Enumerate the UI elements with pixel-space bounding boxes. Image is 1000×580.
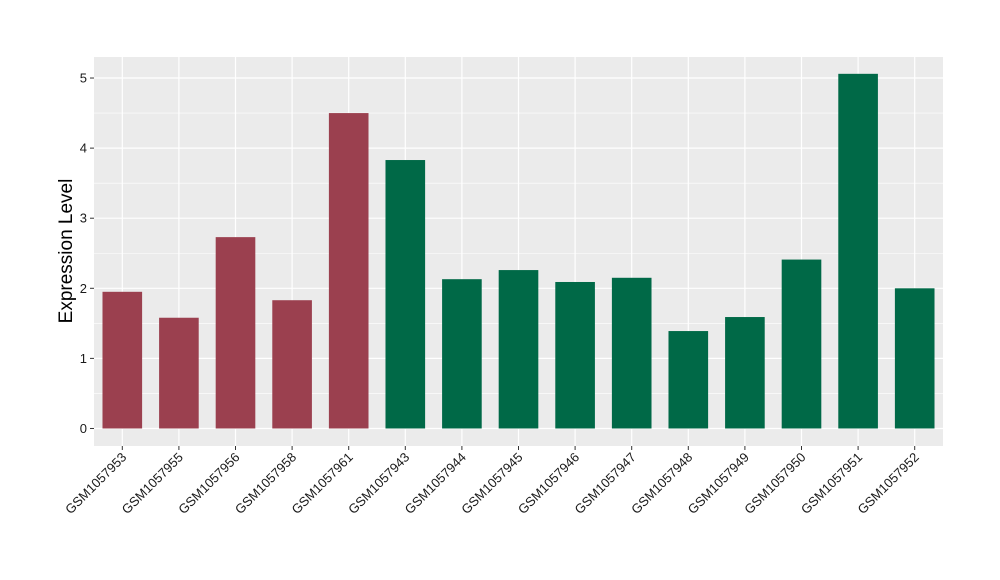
- bar-GSM1057945: [498, 270, 539, 429]
- y-tick-label: 0: [80, 421, 87, 436]
- y-tick-label: 5: [80, 71, 87, 86]
- y-tick-label: 3: [80, 211, 87, 226]
- bar-GSM1057958: [272, 300, 312, 429]
- bar-GSM1057946: [555, 281, 595, 429]
- bar-GSM1057956: [215, 237, 256, 429]
- bar-GSM1057944: [442, 279, 482, 429]
- y-tick-label: 2: [80, 281, 87, 296]
- bar-GSM1057955: [159, 317, 199, 429]
- bar-GSM1057951: [838, 73, 878, 429]
- y-tick-label: 4: [80, 141, 87, 156]
- bar-GSM1057952: [894, 288, 935, 429]
- bar-GSM1057943: [385, 160, 426, 429]
- bar-GSM1057950: [781, 259, 822, 429]
- y-tick-label: 1: [80, 351, 87, 366]
- y-axis-title: Expression Level: [56, 179, 77, 324]
- bar-GSM1057948: [668, 331, 709, 429]
- bar-GSM1057947: [611, 277, 652, 429]
- bar-GSM1057949: [725, 317, 765, 429]
- bars: [102, 73, 935, 429]
- bar-GSM1057953: [102, 291, 143, 429]
- bar-GSM1057961: [328, 113, 369, 429]
